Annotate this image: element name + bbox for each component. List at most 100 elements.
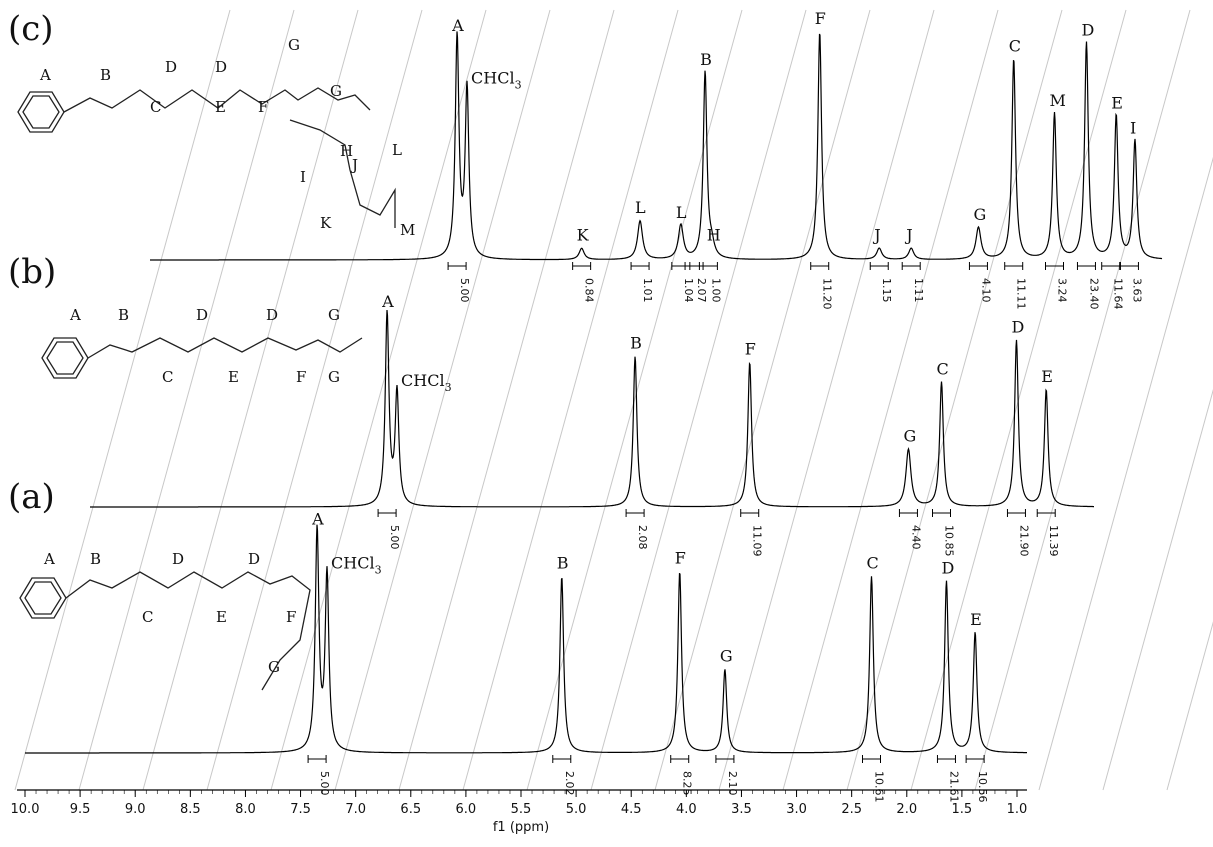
structure-atom-label: K [320, 214, 332, 232]
peak-label: D [1081, 20, 1094, 39]
x-tick-label: 9.0 [125, 802, 146, 817]
structure-atom-label: F [286, 608, 296, 626]
structure-atom-label: E [228, 368, 239, 386]
x-tick-label: 2.0 [896, 802, 917, 817]
diagonal-line [782, 9, 999, 791]
integral-value: 4.40 [909, 525, 922, 550]
x-tick-label: 5.0 [566, 802, 587, 817]
structure-atom-label: E [215, 98, 226, 116]
integral-value: 11.09 [751, 525, 764, 557]
structure-atom-label: D [196, 306, 208, 324]
integral-value: 5.00 [388, 525, 401, 550]
subscript: 3 [375, 564, 382, 577]
spectrum-line-b [90, 309, 1094, 508]
peak-label: CHCl3 [331, 554, 382, 577]
x-tick-label: 9.5 [70, 802, 91, 817]
x-tick-label: 3.0 [786, 802, 807, 817]
integral-value: 4.10 [979, 278, 992, 303]
peak-label: A [451, 16, 464, 35]
diagonal-line [398, 9, 615, 791]
panel-label-c: (c) [8, 9, 54, 49]
structure-atom-label: G [328, 368, 340, 386]
peak-label: F [745, 339, 756, 358]
spectrum-a: (a) A CHCl3 B F G C D E 5.00 2.02 8.25 2.10 10.61 21.6… [8, 477, 1027, 803]
peak-label: B [630, 334, 642, 353]
structure-atom-label: G [288, 36, 300, 54]
structure-atom-label: C [142, 608, 153, 626]
spectrum-b: (b) A CHCl3 B F G C D E 5.00 2.08 11.09 4.40 10.85 21.… [8, 252, 1094, 557]
integral-value: 2.10 [726, 771, 739, 796]
peak-label: J [904, 226, 912, 245]
subscript: 3 [445, 381, 452, 394]
diagonal-grid [14, 9, 1213, 791]
integral-value: 11.11 [1015, 278, 1028, 310]
diagonal-line [78, 9, 295, 791]
diagonal-line [846, 9, 1063, 791]
structure-atom-label: L [392, 141, 402, 159]
integral-value: 11.39 [1047, 525, 1060, 557]
x-tick-label: 6.0 [456, 802, 477, 817]
structure-atom-label: B [90, 550, 101, 568]
x-tick-label: 8.0 [235, 802, 256, 817]
peak-label: D [941, 559, 954, 578]
structure-atom-label: B [100, 66, 111, 84]
x-tick-label: 6.5 [400, 802, 421, 817]
peak-label: C [867, 554, 879, 573]
structure-c: A B C D E D F G G H I J K L M [17, 36, 415, 239]
structure-atom-label: C [150, 98, 161, 116]
diagonal-line [1166, 621, 1213, 791]
diagonal-line [654, 9, 871, 791]
structure-atom-label: D [165, 58, 177, 76]
peak-label: H [707, 226, 721, 245]
x-tick-label: 3.5 [731, 802, 752, 817]
integral-value: 10.85 [943, 525, 956, 557]
peak-label: F [815, 9, 826, 28]
diagonal-line [718, 9, 935, 791]
diagonal-line [14, 9, 231, 791]
structure-atom-label: M [400, 221, 415, 239]
integral-value: 1.04 [682, 278, 695, 303]
structure-atom-label: F [258, 98, 268, 116]
integral-value: 2.07 [695, 278, 708, 303]
integral-value: 21.61 [947, 771, 960, 803]
diagonal-line [974, 9, 1191, 791]
spectrum-line-c [150, 31, 1163, 261]
x-tick-label: 1.0 [1007, 802, 1028, 817]
peak-label: G [720, 647, 733, 666]
integral-value: 10.61 [873, 771, 886, 803]
peak-label: C [1009, 36, 1021, 55]
subscript: 3 [515, 78, 522, 91]
integral-value: 5.00 [318, 771, 331, 796]
peak-label: J [872, 226, 880, 245]
structure-atom-label: D [172, 550, 184, 568]
peak-label: CHCl3 [471, 68, 522, 91]
structure-atom-label: A [39, 66, 51, 84]
x-tick-label: 5.5 [511, 802, 532, 817]
peak-label: E [1041, 367, 1053, 386]
structure-atom-label: F [296, 368, 306, 386]
panel-label-b: (b) [8, 252, 56, 292]
x-tick-label: 2.5 [841, 802, 862, 817]
x-axis: 10.0 9.5 9.0 8.5 8.0 7.5 7.0 6.5 6.0 5.5 5.0 4.5 4.0… [11, 789, 1028, 835]
x-tick-label: 10.0 [11, 802, 40, 817]
integral-value: 2.08 [636, 525, 649, 550]
x-tick-label: 1.5 [952, 802, 973, 817]
peak-label: C [937, 359, 949, 378]
x-tick-label: 4.5 [621, 802, 642, 817]
integral-value: 11.64 [1112, 278, 1125, 310]
structure-atom-label: G [330, 82, 342, 100]
diagonal-line [270, 9, 487, 791]
structure-atom-label: C [162, 368, 173, 386]
integral-value: 0.84 [583, 278, 596, 303]
integral-value: 23.40 [1087, 278, 1100, 310]
diagonal-line [142, 9, 359, 791]
peak-label: E [970, 610, 982, 629]
structure-atom-label: J [350, 156, 358, 174]
x-tick-label: 7.5 [290, 802, 311, 817]
structure-atom-label: H [340, 142, 353, 160]
peak-label: A [381, 292, 394, 311]
structure-atom-label: A [43, 550, 55, 568]
integral-value: 3.24 [1055, 278, 1068, 303]
integral-value: 8.25 [681, 771, 694, 796]
